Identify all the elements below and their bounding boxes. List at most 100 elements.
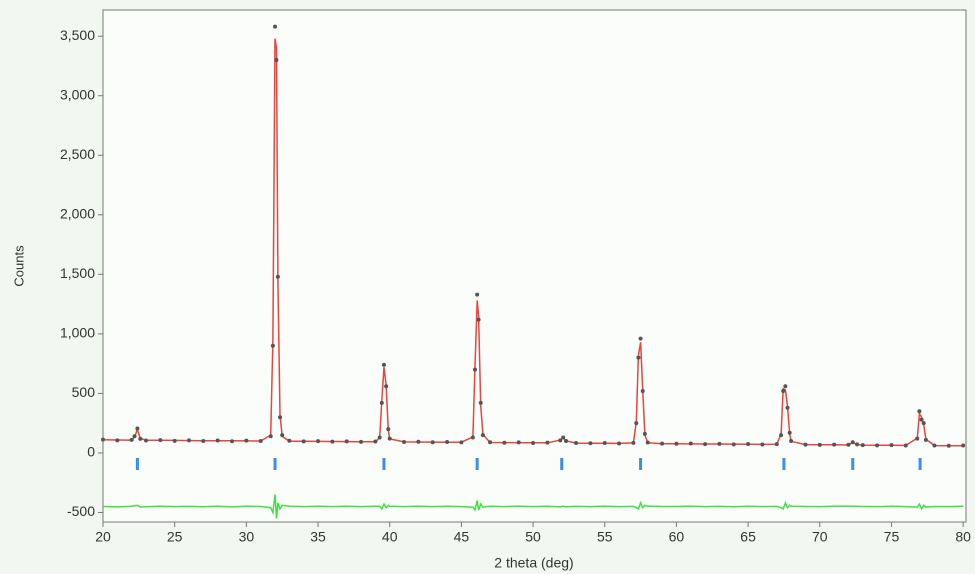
observed-point <box>488 440 493 445</box>
observed-point <box>717 441 722 446</box>
observed-point <box>330 439 335 444</box>
observed-point <box>832 442 837 447</box>
observed-point <box>476 317 481 322</box>
observed-point <box>932 443 937 448</box>
series-line <box>102 38 964 447</box>
observed-point <box>731 442 736 447</box>
x-axis-label: 2 theta (deg) <box>494 555 573 571</box>
observed-point <box>244 438 249 443</box>
observed-point <box>703 442 708 447</box>
plot-area <box>102 9 967 523</box>
observed-point <box>144 438 149 443</box>
observed-point <box>287 438 292 443</box>
observed-point <box>645 440 650 445</box>
observed-point <box>817 442 822 447</box>
observed-point <box>850 440 855 445</box>
observed-point <box>402 439 407 444</box>
observed-point <box>473 367 478 372</box>
observed-point <box>201 439 206 444</box>
observed-point <box>602 441 607 446</box>
observed-point <box>101 437 105 442</box>
observed-point <box>430 440 435 445</box>
observed-point <box>470 435 475 440</box>
observed-point <box>275 274 280 279</box>
observed-point <box>674 441 679 446</box>
observed-point <box>588 441 593 446</box>
y-tick-label: 3,500 <box>60 27 95 43</box>
y-tick-label: 0 <box>87 444 95 460</box>
observed-point <box>961 443 966 448</box>
observed-point <box>789 439 794 444</box>
observed-point <box>660 441 665 446</box>
observed-point <box>132 434 137 439</box>
observed-point <box>642 431 647 436</box>
observed-point <box>919 417 924 422</box>
observed-point <box>416 439 421 444</box>
observed-point <box>860 443 865 448</box>
y-tick-label: 500 <box>72 384 96 400</box>
observed-point <box>617 441 622 446</box>
observed-point <box>381 362 386 367</box>
observed-point <box>875 443 880 448</box>
observed-point <box>316 439 321 444</box>
x-tick-label: 25 <box>167 529 183 545</box>
observed-point <box>478 400 483 405</box>
observed-point <box>344 439 349 444</box>
observed-point <box>855 442 860 447</box>
x-tick-label: 35 <box>310 529 326 545</box>
observed-point <box>785 405 790 410</box>
observed-point <box>502 440 507 445</box>
observed-point <box>459 440 464 445</box>
y-axis-label: Counts <box>11 245 26 287</box>
observed-point <box>640 389 645 394</box>
observed-point <box>561 435 566 440</box>
observed-point <box>545 440 550 445</box>
observed-point <box>803 442 808 447</box>
observed-point <box>258 439 263 444</box>
observed-point <box>923 437 928 442</box>
x-tick-label: 70 <box>812 529 828 545</box>
observed-point <box>760 442 765 447</box>
observed-point <box>774 442 779 447</box>
observed-point <box>631 440 636 445</box>
x-tick-label: 45 <box>454 529 470 545</box>
y-tick-label: 1,500 <box>60 265 95 281</box>
observed-point <box>531 440 536 445</box>
observed-point <box>783 384 788 389</box>
observed-point <box>846 442 851 447</box>
x-tick-label: 55 <box>597 529 613 545</box>
x-tick-label: 30 <box>239 529 255 545</box>
observed-point <box>274 58 279 63</box>
x-tick-label: 60 <box>669 529 685 545</box>
observed-point <box>921 421 926 426</box>
observed-point <box>386 427 391 432</box>
observed-point <box>280 433 285 438</box>
observed-point <box>384 384 389 389</box>
observed-point <box>301 439 306 444</box>
observed-point <box>230 439 235 444</box>
observed-point <box>903 443 908 448</box>
y-tick-label: -500 <box>67 503 95 519</box>
observed-point <box>636 355 641 360</box>
observed-point <box>475 292 480 297</box>
observed-point <box>787 430 792 435</box>
y-tick-label: 2,500 <box>60 146 95 162</box>
observed-point <box>746 442 751 447</box>
x-tick-label: 40 <box>382 529 398 545</box>
x-tick-label: 80 <box>955 529 971 545</box>
observed-point <box>889 443 894 448</box>
observed-point <box>270 343 275 348</box>
observed-point <box>638 336 643 341</box>
x-tick-label: 20 <box>95 529 111 545</box>
observed-point <box>445 439 450 444</box>
observed-point <box>373 439 378 444</box>
observed-point <box>387 436 392 441</box>
observed-point <box>781 389 786 394</box>
observed-point <box>129 437 134 442</box>
x-tick-label: 50 <box>525 529 541 545</box>
y-tick-label: 3,000 <box>60 86 95 102</box>
observed-point <box>359 439 364 444</box>
observed-point <box>634 421 639 426</box>
observed-point <box>138 436 143 441</box>
